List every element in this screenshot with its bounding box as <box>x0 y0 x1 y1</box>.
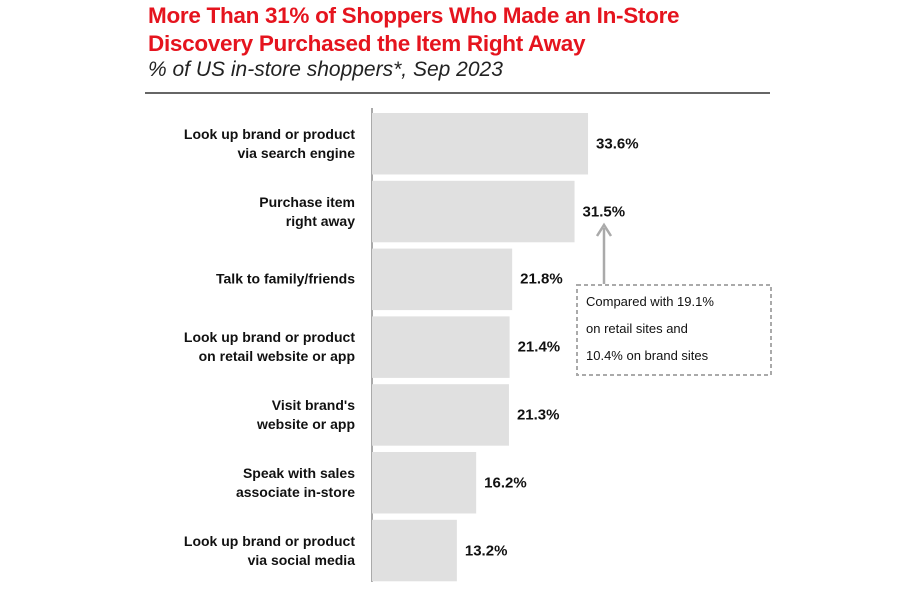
category-label: Purchase item right away <box>259 193 355 229</box>
value-label: 21.4% <box>517 338 561 356</box>
value-label: 21.3% <box>516 406 560 424</box>
value-label: 31.5% <box>582 203 626 221</box>
category-label: Speak with sales associate in-store <box>235 464 355 500</box>
chart-subtitle: % of US in-store shoppers*, Sep 2023 <box>148 58 503 81</box>
category-label: Look up brand or product via social medi… <box>183 532 355 568</box>
category-label: Look up brand or product on retail websi… <box>183 329 355 365</box>
bar <box>372 248 513 311</box>
category-label: Look up brand or product via search engi… <box>183 125 355 161</box>
bar <box>372 180 575 243</box>
bar <box>372 519 457 582</box>
category-label: Visit brand's website or app <box>256 396 355 432</box>
chart-title: More Than 31% of Shoppers Who Made an In… <box>148 3 680 56</box>
annotation-box <box>576 284 772 376</box>
bar <box>372 384 509 446</box>
annotation: Compared with 19.1% on retail sites and … <box>586 294 714 363</box>
value-label: 33.6% <box>596 135 639 153</box>
bar <box>372 316 510 378</box>
value-label: 13.2% <box>464 542 508 560</box>
value-label: 21.8% <box>520 270 563 288</box>
bar <box>372 452 477 514</box>
bar <box>372 113 589 175</box>
category-label: Talk to family/friends <box>216 270 355 287</box>
value-label: 16.2% <box>484 474 527 492</box>
annotation-arrowhead <box>595 222 613 237</box>
